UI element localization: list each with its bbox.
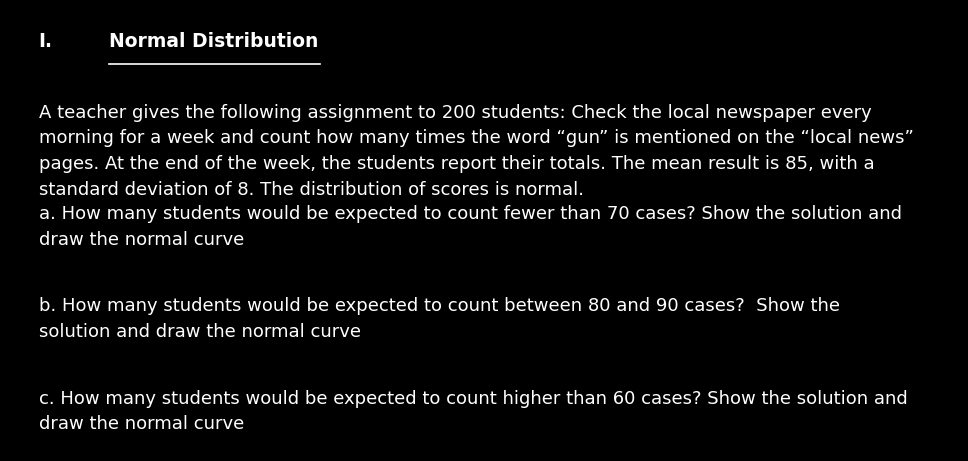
Text: a. How many students would be expected to count fewer than 70 cases? Show the so: a. How many students would be expected t… bbox=[39, 205, 902, 249]
Text: I.: I. bbox=[39, 32, 52, 51]
Text: Normal Distribution: Normal Distribution bbox=[109, 32, 318, 51]
Text: c. How many students would be expected to count higher than 60 cases? Show the s: c. How many students would be expected t… bbox=[39, 390, 907, 433]
Text: A teacher gives the following assignment to 200 students: Check the local newspa: A teacher gives the following assignment… bbox=[39, 104, 914, 199]
Text: b. How many students would be expected to count between 80 and 90 cases?  Show t: b. How many students would be expected t… bbox=[39, 297, 839, 341]
